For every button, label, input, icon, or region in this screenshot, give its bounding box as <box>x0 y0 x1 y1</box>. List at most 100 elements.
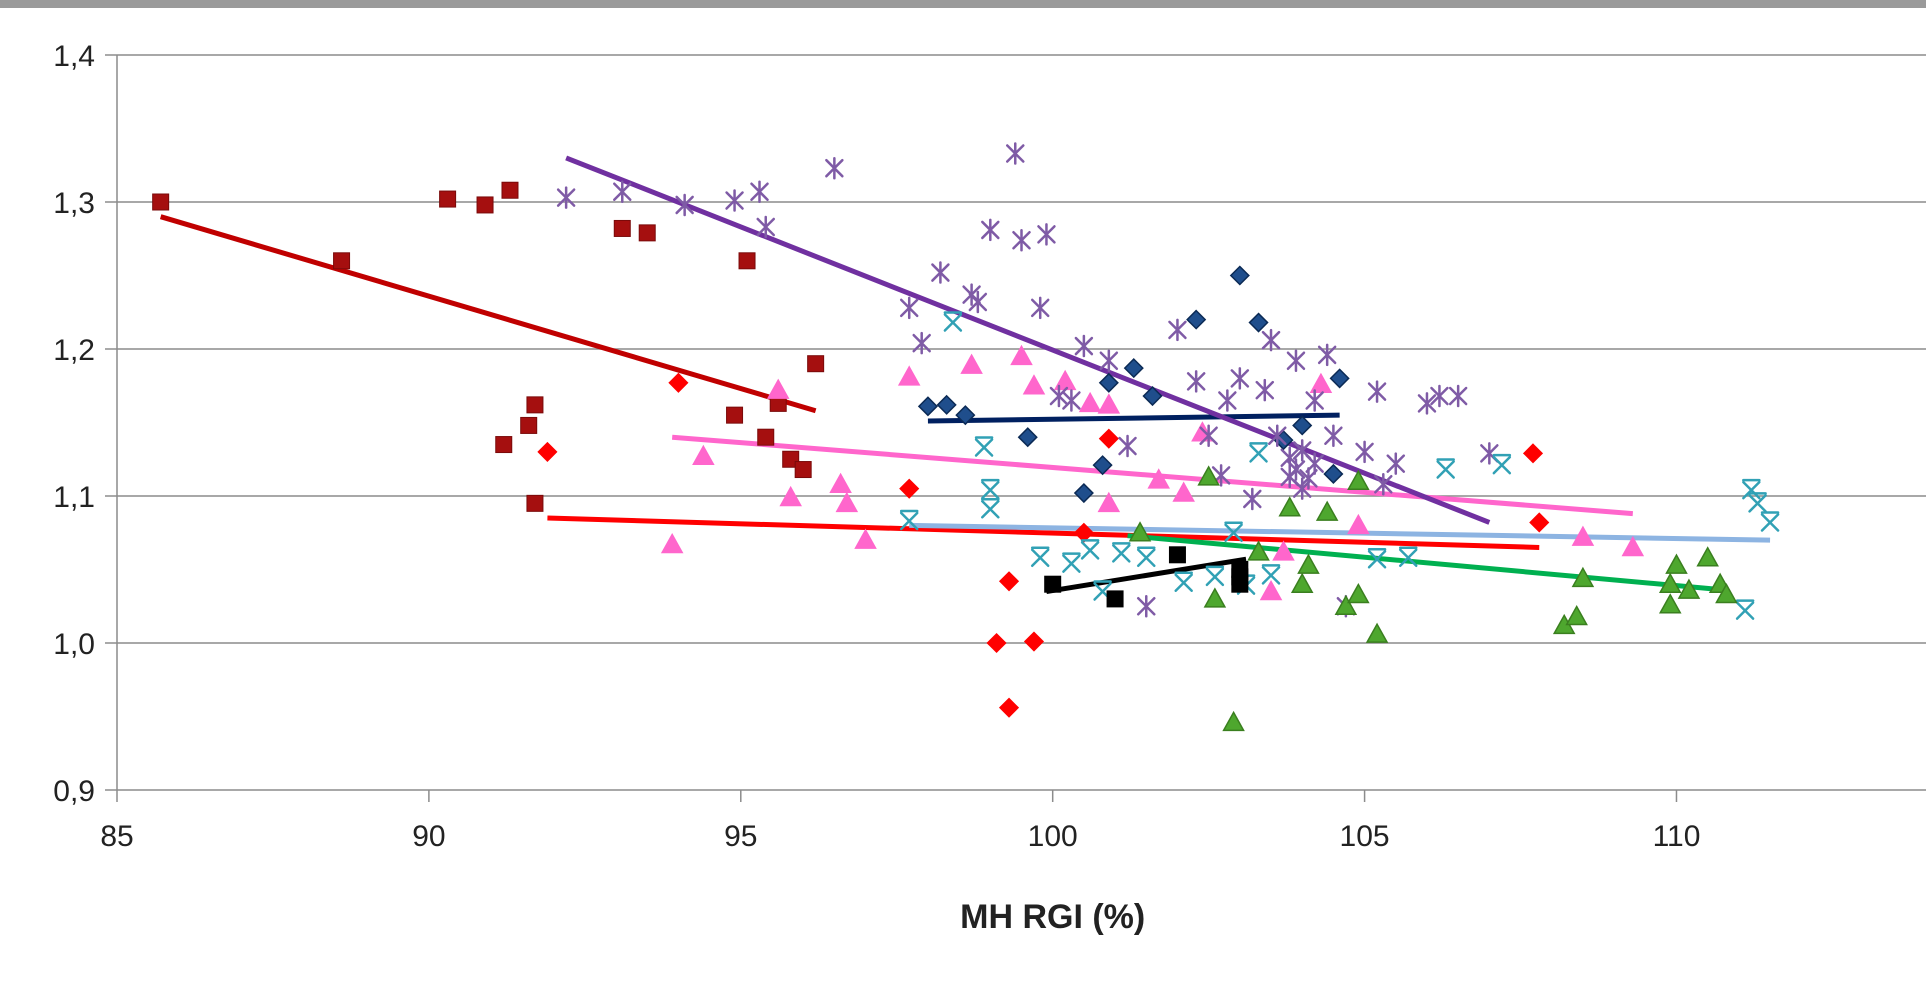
diamond-point <box>1023 631 1045 652</box>
triangle-point <box>1222 710 1245 732</box>
star-point <box>1386 452 1406 475</box>
star-point <box>1317 343 1337 367</box>
trend-line <box>1046 556 1247 595</box>
star-point <box>1062 389 1081 412</box>
diamond-point <box>1323 463 1344 485</box>
y-tick-label: 1,1 <box>53 481 95 514</box>
triangle-point <box>1097 393 1121 414</box>
diamond-point <box>1073 522 1094 543</box>
triangle-point <box>1677 578 1701 599</box>
star-point <box>1448 384 1468 408</box>
star-point <box>1255 378 1275 402</box>
star-point <box>1748 492 1767 513</box>
diamond-point <box>1229 265 1250 286</box>
y-tick-label: 0,9 <box>53 775 95 808</box>
diamond-point <box>537 441 558 462</box>
trend-line <box>1127 533 1727 593</box>
star-stroke <box>1137 548 1156 567</box>
triangle-point <box>1147 468 1171 489</box>
star-stroke <box>1742 480 1761 500</box>
diamond-point <box>998 697 1020 718</box>
star-point <box>1355 440 1374 464</box>
star-point <box>556 186 576 209</box>
star-point <box>1186 370 1206 393</box>
star-point <box>613 180 632 203</box>
star-stroke <box>1367 549 1387 569</box>
star-point <box>1199 424 1218 447</box>
diamond-point <box>1092 455 1113 476</box>
star-point <box>1436 458 1455 479</box>
star-point <box>899 296 919 320</box>
star-stroke <box>899 511 919 531</box>
star-stroke <box>1062 554 1081 573</box>
square-point <box>501 181 519 199</box>
star-stroke <box>1093 582 1112 601</box>
star-stroke <box>1249 444 1268 463</box>
diamond-point <box>668 372 689 393</box>
star-point <box>1399 546 1418 567</box>
triangle-point <box>829 472 852 493</box>
square-point <box>1231 561 1249 578</box>
star-point <box>1074 334 1094 358</box>
triangle-point <box>1665 553 1688 574</box>
triangle-point <box>779 485 802 507</box>
star-stroke <box>1205 567 1225 587</box>
star-point <box>1037 223 1056 246</box>
x-tick-label: 85 <box>100 820 133 853</box>
diamond-point <box>1186 309 1207 330</box>
triangle-point <box>1347 513 1370 535</box>
star-point <box>1367 547 1387 569</box>
star-point <box>1205 565 1225 587</box>
triangle-point <box>854 528 877 549</box>
star-stroke <box>981 480 1000 500</box>
star-point <box>1735 599 1755 620</box>
star-point <box>1268 424 1287 447</box>
square-point <box>1106 590 1124 608</box>
triangle-point <box>1571 566 1595 588</box>
triangle-point <box>1172 481 1195 502</box>
star-point <box>1137 595 1156 618</box>
x-tick-label: 90 <box>412 820 445 853</box>
star-stroke <box>1030 548 1050 567</box>
diamond-point <box>1098 428 1119 449</box>
star-point <box>1224 521 1243 542</box>
star-point <box>1012 228 1031 252</box>
star-point <box>1367 380 1387 403</box>
diamond-point <box>986 632 1007 654</box>
square-point <box>495 436 513 454</box>
triangle-point <box>1571 525 1595 546</box>
star-point <box>1137 546 1156 567</box>
diamond-point <box>1329 368 1350 389</box>
x-tick-label: 105 <box>1340 820 1390 853</box>
triangle-point <box>1658 572 1682 593</box>
triangle-point <box>1247 540 1270 561</box>
star-point <box>981 497 1000 519</box>
triangle-point <box>1565 604 1588 626</box>
triangle-point <box>1097 491 1121 513</box>
trend-line <box>909 522 1771 543</box>
axes <box>105 54 1926 802</box>
diamond-point <box>1073 482 1094 504</box>
star-point <box>1099 349 1119 373</box>
star-point <box>675 193 694 217</box>
star-stroke <box>974 438 994 457</box>
diamond-point <box>1142 385 1163 407</box>
tick-labels: 0,9 1,0 1,1 1,2 1,3 1,4 85 90 95 100 105 110 <box>53 40 1700 853</box>
star-point <box>1292 477 1312 500</box>
square-point <box>476 196 494 214</box>
star-point <box>943 311 963 332</box>
star-point <box>756 215 775 239</box>
triangle-point <box>766 378 790 399</box>
triangle-point <box>1022 374 1046 395</box>
triangle-point <box>1621 535 1645 557</box>
star-point <box>725 189 744 212</box>
square-point <box>613 219 631 237</box>
square-point <box>638 224 656 242</box>
star-stroke <box>1224 523 1243 542</box>
triangle-point <box>1259 580 1283 601</box>
star-point <box>1230 367 1250 390</box>
triangle-point <box>1696 546 1719 567</box>
diamond-point <box>1123 358 1144 379</box>
star-stroke <box>1436 460 1455 479</box>
